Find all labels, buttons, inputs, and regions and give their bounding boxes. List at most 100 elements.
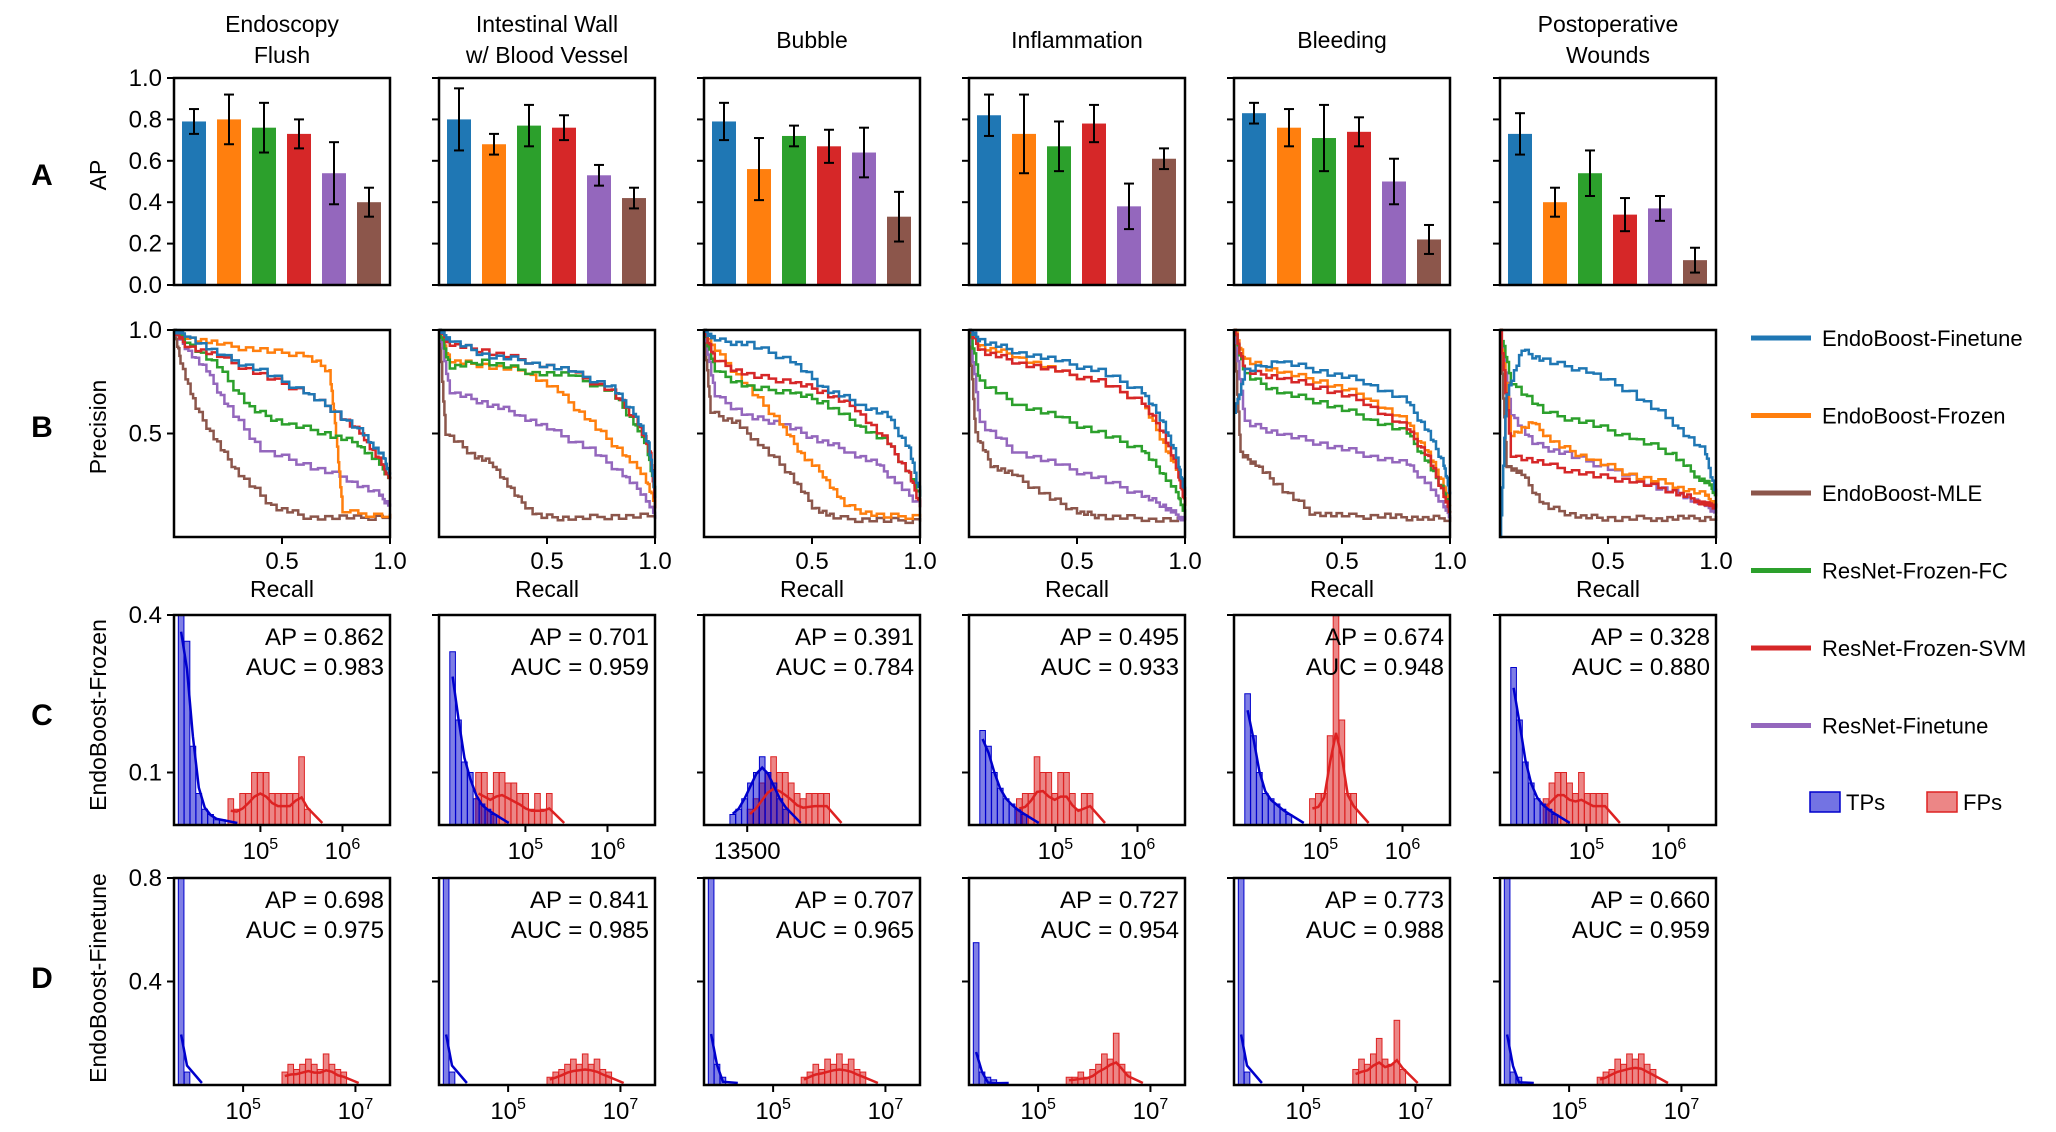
fp-bar	[1566, 782, 1573, 826]
x-tick-label: 105	[225, 1096, 261, 1125]
tp-bar	[1533, 798, 1541, 826]
pr-curve	[439, 328, 657, 499]
ap-bar-group	[1227, 76, 1452, 287]
ap-bar	[1082, 123, 1106, 285]
fp-bar	[853, 1068, 861, 1086]
pr-curve	[439, 328, 657, 509]
tp-bar	[1237, 877, 1245, 1086]
pr-curve	[704, 328, 922, 521]
legend-label: ResNet-Finetune	[1822, 714, 1988, 739]
tp-density-curve	[974, 1051, 1009, 1085]
fp-bar	[334, 1068, 342, 1086]
fp-bar	[841, 1063, 849, 1086]
ap-annotation: AP = 0.660	[1591, 887, 1710, 914]
column-title-line-1: Endoscopy	[225, 11, 339, 37]
x-axis-label: Recall	[780, 576, 844, 602]
tp-bar	[1503, 877, 1511, 1086]
ap-bar	[217, 119, 241, 286]
pr-curve	[1500, 328, 1718, 510]
column-title: Bubble	[776, 27, 848, 53]
row-label-b: B	[31, 411, 53, 444]
fp-density-curve	[1018, 789, 1106, 824]
fp-bar	[299, 1063, 306, 1086]
auc-annotation: AUC = 0.954	[1041, 917, 1179, 944]
x-tick-label: 0.5	[1060, 548, 1093, 575]
tp-bar	[461, 761, 468, 826]
fp-bar	[1583, 793, 1591, 826]
ap-annotation: AP = 0.698	[265, 887, 384, 914]
fp-bar	[1608, 1068, 1616, 1086]
x-tick-label: 107	[868, 1096, 904, 1125]
pr-curve	[969, 328, 1187, 517]
column-titles: Endoscopy Flush Intestinal Wall w/ Blood Ve…	[225, 11, 1678, 68]
x-tick-label: 105	[1551, 1096, 1587, 1125]
legend-label: ResNet-Frozen-FC	[1822, 559, 2008, 584]
ap-bar-group	[1493, 76, 1718, 287]
row-label-d: D	[31, 962, 53, 995]
histogram-plot: AP = 0.391 AUC = 0.784 13500	[697, 613, 922, 865]
fp-bar	[504, 782, 512, 826]
pr-curve	[1499, 348, 1718, 539]
axes-frame	[702, 76, 922, 287]
auc-annotation: AUC = 0.985	[511, 917, 649, 944]
x-axis-label: Recall	[1310, 576, 1374, 602]
pr-curve	[174, 328, 392, 475]
fp-bar	[286, 793, 294, 826]
x-tick-label: 0.5	[795, 548, 828, 575]
axes-frame	[172, 328, 392, 539]
axes-frame	[967, 328, 1187, 539]
ap-bar-group	[432, 76, 657, 287]
legend-label: EndoBoost-Finetune	[1822, 326, 2023, 351]
pr-curve	[174, 328, 392, 507]
fp-density-curve	[1312, 732, 1370, 824]
ap-bar	[622, 198, 646, 285]
auc-annotation: AUC = 0.988	[1306, 917, 1444, 944]
y-tick-label: 1.0	[129, 317, 162, 344]
tp-bar	[1261, 793, 1269, 826]
x-tick-label: 105	[1038, 836, 1074, 865]
x-tick-label: 0.5	[1591, 548, 1624, 575]
tp-bar	[472, 798, 480, 826]
y-tick-label: 0.8	[129, 106, 162, 133]
tp-density-curve	[709, 1033, 738, 1085]
ap-bar-group: 0.0 0.2 0.4 0.6 0.8 1.0	[129, 65, 392, 299]
histogram-plot: AP = 0.773 AUC = 0.988 105 107	[1227, 876, 1452, 1125]
tp-density-curve	[1239, 1034, 1263, 1084]
x-tick-label: 106	[1651, 836, 1687, 865]
fp-density-curve	[549, 1068, 625, 1085]
column-title-line-1: Postoperative	[1538, 11, 1679, 37]
tp-bar	[1243, 1071, 1251, 1086]
pr-curve	[439, 328, 657, 509]
ap-bar	[817, 146, 841, 285]
auc-annotation: AUC = 0.933	[1041, 654, 1179, 681]
axes-frame	[702, 613, 922, 827]
histogram-plot: AP = 0.862 AUC = 0.983 105 106 0.1 0.4	[129, 602, 392, 865]
ap-bar	[1347, 131, 1371, 285]
pr-curve	[704, 328, 922, 508]
x-tick-label: 107	[338, 1096, 374, 1125]
ap-annotation: AP = 0.674	[1325, 624, 1444, 651]
pr-plot: 0.5 1.0 Recall	[962, 328, 1202, 602]
histogram-plot: AP = 0.495 AUC = 0.933 105 106	[962, 613, 1187, 865]
ap-annotation: AP = 0.495	[1060, 624, 1179, 651]
fp-density-curve	[1068, 1061, 1144, 1085]
fp-bar	[274, 793, 282, 826]
x-tick-label: 105	[1020, 1096, 1056, 1125]
fp-bar	[281, 1071, 289, 1086]
fp-density-curve	[284, 1068, 360, 1085]
fp-bar	[1595, 793, 1603, 826]
fp-bar	[1314, 793, 1322, 826]
fp-bar	[298, 756, 305, 826]
x-tick-label: 0.5	[265, 548, 298, 575]
histogram-plot: AP = 0.707 AUC = 0.965 105 107	[697, 876, 922, 1125]
fp-bar	[1381, 1058, 1389, 1086]
y-tick-label: 0.6	[129, 148, 162, 175]
histogram-plot: AP = 0.841 AUC = 0.985 105 107	[432, 876, 657, 1125]
x-tick-label: 105	[508, 836, 544, 865]
pr-curve	[1500, 328, 1718, 514]
panel-a-ap-bars: 0.0 0.2 0.4 0.6 0.8 1.0	[129, 65, 1718, 299]
auc-annotation: AUC = 0.959	[511, 654, 649, 681]
fp-bar	[304, 808, 311, 826]
